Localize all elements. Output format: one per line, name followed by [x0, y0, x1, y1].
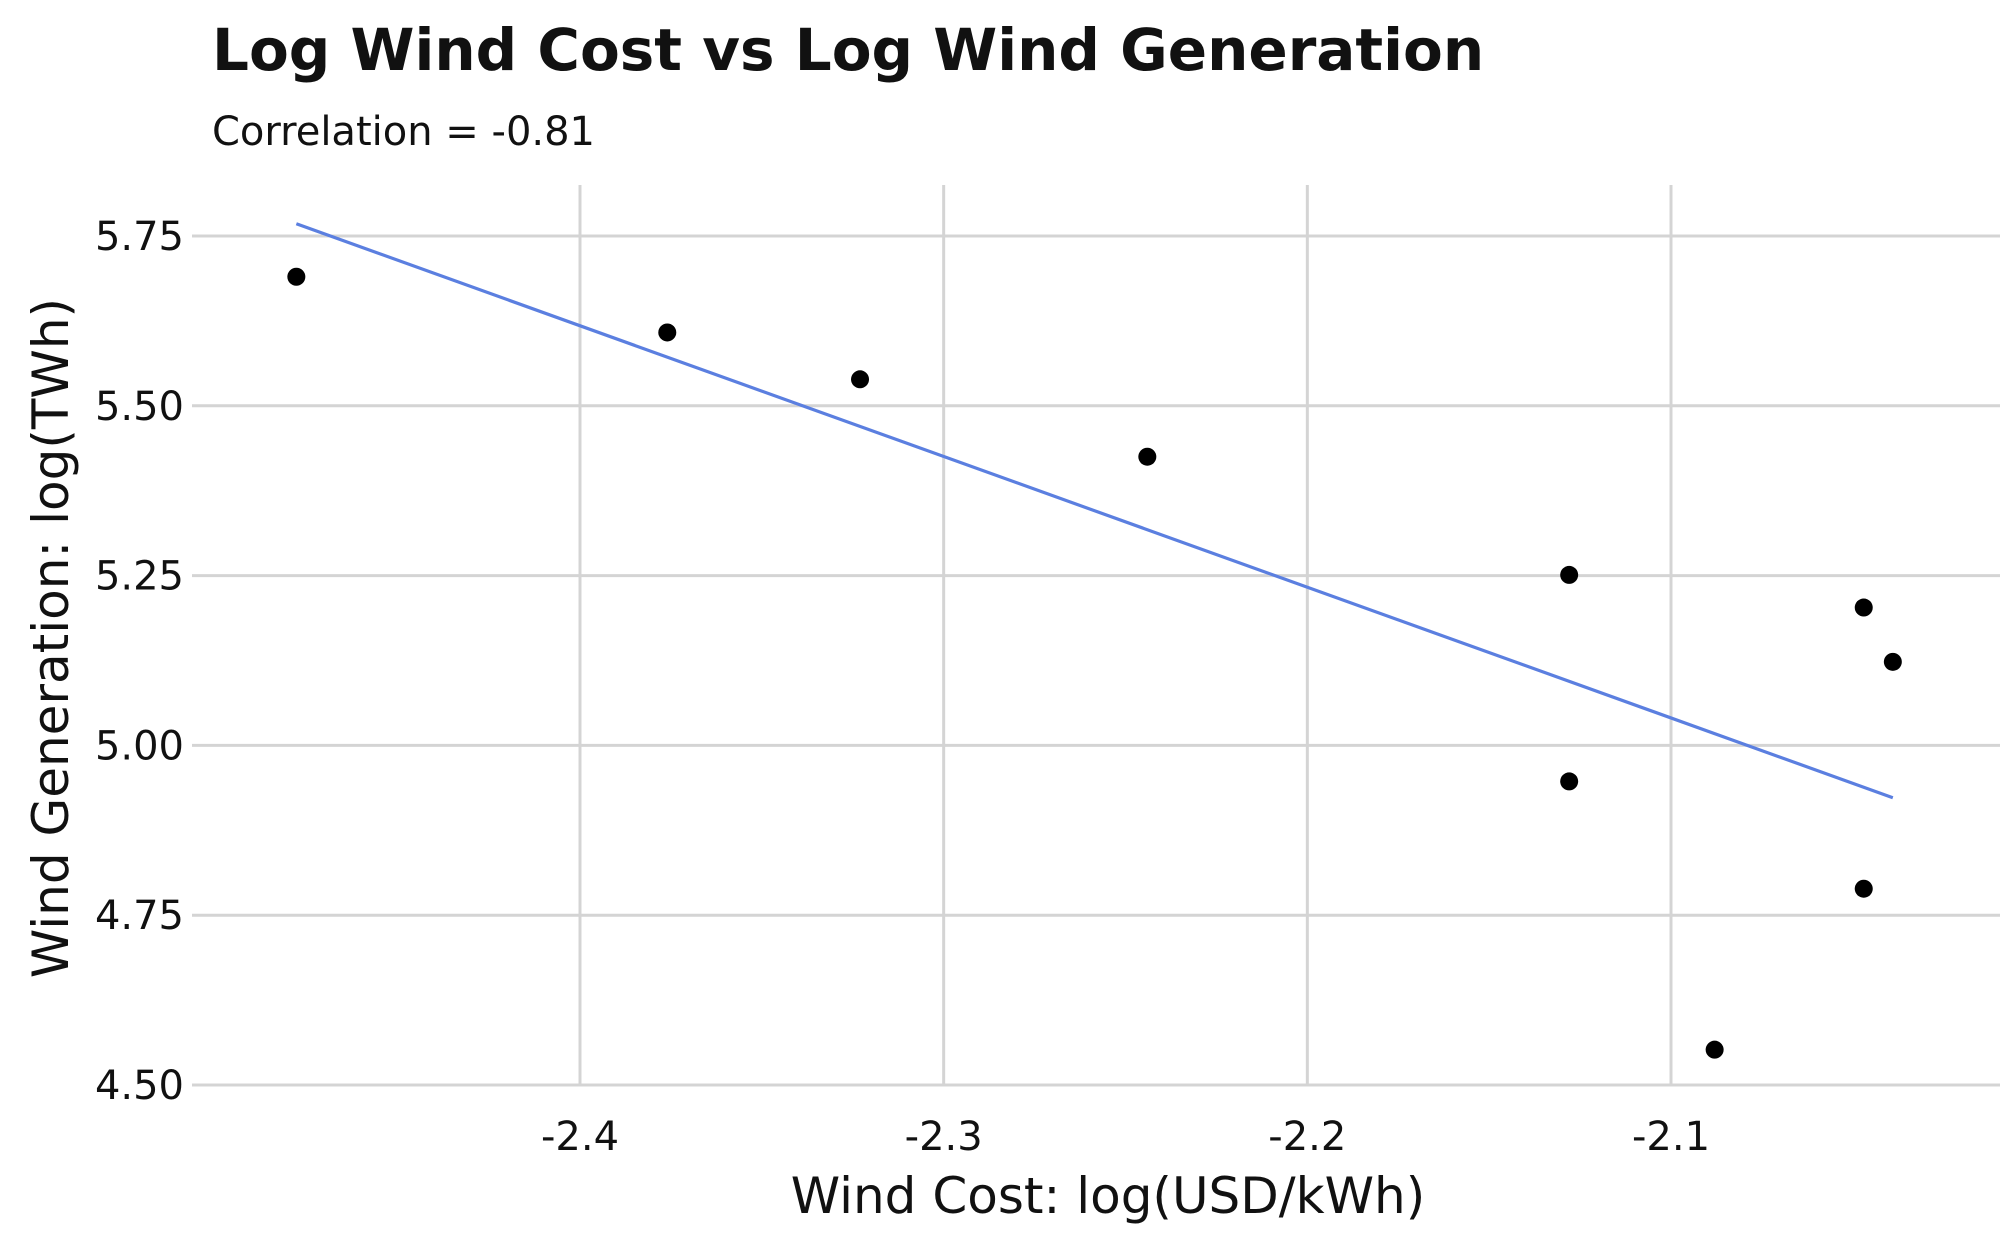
y-tick-label: 5.50	[95, 384, 184, 430]
chart-title: Log Wind Cost vs Log Wind Generation	[212, 16, 1484, 84]
data-point	[1854, 879, 1873, 898]
data-points	[287, 267, 1902, 1059]
gridlines	[192, 185, 2000, 1087]
data-point	[1705, 1040, 1724, 1059]
y-tick-label: 4.50	[95, 1063, 184, 1109]
chart-subtitle: Correlation = -0.81	[212, 109, 595, 155]
data-point	[851, 370, 870, 389]
data-point	[1883, 652, 1902, 671]
trendline-group	[295, 222, 1894, 800]
data-point	[1138, 447, 1157, 466]
x-tick-label: -2.4	[541, 1114, 619, 1160]
x-axis-ticks: -2.4 -2.3 -2.2 -2.1	[541, 1114, 1710, 1160]
data-point	[1854, 598, 1873, 617]
data-point	[658, 323, 677, 342]
data-point	[1560, 772, 1579, 791]
data-point	[1560, 565, 1579, 584]
y-tick-label: 5.25	[95, 554, 184, 600]
data-point	[287, 267, 306, 286]
x-tick-label: -2.2	[1268, 1114, 1346, 1160]
y-tick-label: 5.75	[95, 214, 184, 260]
x-tick-label: -2.1	[1632, 1114, 1710, 1160]
y-axis-ticks: 4.50 4.75 5.00 5.25 5.50 5.75	[95, 214, 184, 1109]
x-axis-label: Wind Cost: log(USD/kWh)	[791, 1167, 1425, 1225]
y-tick-label: 4.75	[95, 893, 184, 939]
y-axis-label: Wind Generation: log(TWh)	[22, 298, 80, 978]
trendline	[295, 222, 1894, 800]
x-tick-label: -2.3	[905, 1114, 983, 1160]
y-tick-label: 5.00	[95, 723, 184, 769]
